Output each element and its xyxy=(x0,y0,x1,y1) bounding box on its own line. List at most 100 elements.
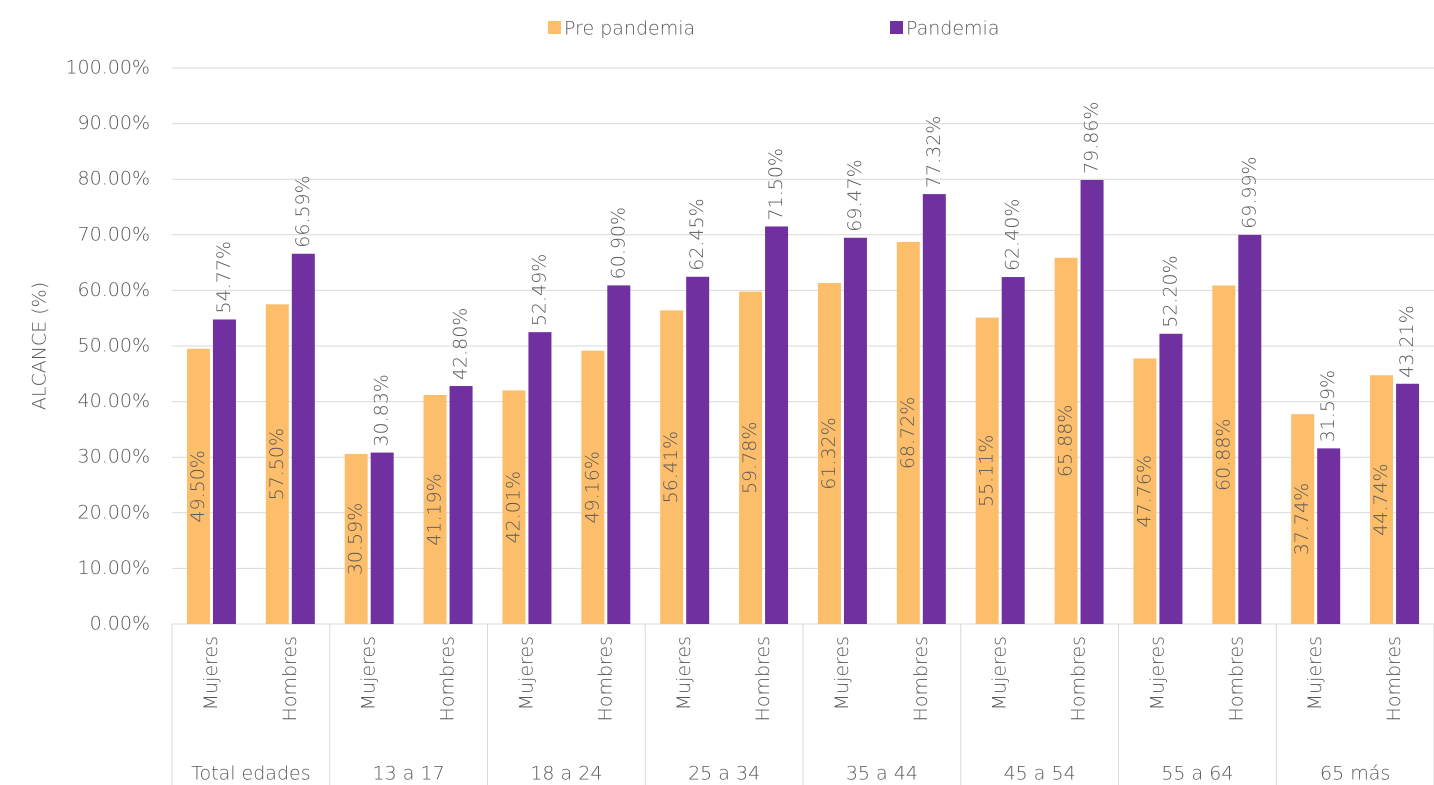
bar xyxy=(817,283,841,624)
bar xyxy=(449,386,473,624)
x-tick-label: Hombres xyxy=(752,636,774,721)
bar xyxy=(212,319,236,624)
bar xyxy=(370,452,394,624)
legend-label: Pandemia xyxy=(906,18,999,40)
y-tick-label: 60.00% xyxy=(78,279,150,301)
legend-label: Pre pandemia xyxy=(564,18,695,40)
bar xyxy=(1133,358,1157,624)
x-tick-label: Hombres xyxy=(1383,636,1405,721)
x-tick-label: Mujeres xyxy=(200,636,222,710)
bar xyxy=(975,317,999,624)
y-tick-label: 0.00% xyxy=(90,613,150,635)
data-label: 79.86% xyxy=(1081,102,1103,174)
bar xyxy=(423,394,447,624)
data-label: 61.32% xyxy=(818,417,840,489)
y-tick-label: 20.00% xyxy=(78,501,150,523)
data-label: 59.78% xyxy=(739,422,761,494)
bar xyxy=(739,291,763,624)
y-tick-label: 80.00% xyxy=(78,168,150,190)
data-label: 30.83% xyxy=(371,374,393,446)
x-tick-label: Mujeres xyxy=(358,636,380,710)
bar xyxy=(1396,383,1420,624)
legend-swatch xyxy=(890,21,903,34)
data-label: 66.59% xyxy=(292,175,314,247)
data-label: 62.45% xyxy=(686,198,708,270)
y-tick-label: 50.00% xyxy=(78,335,150,357)
bar xyxy=(686,276,710,624)
bar xyxy=(291,253,315,625)
group-label: 25 a 34 xyxy=(688,763,760,785)
x-tick-label: Hombres xyxy=(1068,636,1090,721)
x-tick-label: Mujeres xyxy=(1304,636,1326,710)
bar xyxy=(843,237,867,624)
data-label: 31.59% xyxy=(1317,370,1339,442)
x-tick-label: Mujeres xyxy=(989,636,1011,710)
x-tick-label: Mujeres xyxy=(1146,636,1168,710)
bar xyxy=(344,453,368,624)
bar xyxy=(1001,277,1025,624)
data-label: 44.74% xyxy=(1370,463,1392,535)
x-tick-label: Hombres xyxy=(279,636,301,721)
bar xyxy=(660,310,684,624)
bar xyxy=(1159,333,1183,624)
bar xyxy=(765,226,789,624)
data-label: 62.40% xyxy=(1002,199,1024,271)
data-label: 30.59% xyxy=(345,503,367,575)
data-label: 65.88% xyxy=(1055,405,1077,477)
data-label: 42.01% xyxy=(502,471,524,543)
bar xyxy=(922,194,946,624)
data-label: 49.16% xyxy=(581,451,603,523)
data-label: 71.50% xyxy=(765,148,787,220)
group-label: 35 a 44 xyxy=(846,763,918,785)
data-label: 55.11% xyxy=(976,435,998,507)
data-label: 52.49% xyxy=(528,254,550,326)
data-label: 69.47% xyxy=(844,159,866,231)
data-label: 43.21% xyxy=(1396,305,1418,377)
bar xyxy=(1370,375,1394,624)
x-tick-label: Mujeres xyxy=(515,636,537,710)
y-tick-label: 30.00% xyxy=(78,446,150,468)
legend-swatch xyxy=(548,21,561,34)
bar xyxy=(581,350,605,624)
data-label: 37.74% xyxy=(1291,483,1313,555)
group-label: Total edades xyxy=(191,763,310,785)
bar xyxy=(1080,179,1104,624)
y-tick-label: 40.00% xyxy=(78,390,150,412)
bar xyxy=(607,285,631,624)
x-tick-label: Mujeres xyxy=(831,636,853,710)
bar xyxy=(896,241,920,624)
data-label: 57.50% xyxy=(266,428,288,500)
y-axis-label: ALCANCE (%) xyxy=(29,282,51,410)
data-label: 60.90% xyxy=(607,207,629,279)
y-tick-label: 10.00% xyxy=(78,557,150,579)
data-label: 42.80% xyxy=(450,308,472,380)
group-label: 65 más xyxy=(1320,763,1390,785)
bar xyxy=(265,304,289,624)
bar xyxy=(1238,234,1262,625)
data-label: 54.77% xyxy=(213,241,235,313)
y-tick-label: 100.00% xyxy=(65,57,150,79)
bar xyxy=(528,332,552,624)
x-tick-label: Hombres xyxy=(910,636,932,721)
bar xyxy=(502,390,526,624)
x-tick-label: Hombres xyxy=(1225,636,1247,721)
bar xyxy=(186,348,210,624)
bar xyxy=(1054,257,1078,624)
bar xyxy=(1317,448,1341,624)
data-label: 56.41% xyxy=(660,431,682,503)
group-label: 18 a 24 xyxy=(530,763,602,785)
bar xyxy=(1212,285,1236,624)
data-label: 60.88% xyxy=(1212,419,1234,491)
x-tick-label: Mujeres xyxy=(673,636,695,710)
data-label: 47.76% xyxy=(1133,455,1155,527)
y-tick-label: 70.00% xyxy=(78,223,150,245)
data-label: 41.19% xyxy=(424,473,446,545)
y-tick-label: 90.00% xyxy=(78,112,150,134)
data-label: 69.99% xyxy=(1238,156,1260,228)
bar xyxy=(1291,414,1315,624)
x-tick-label: Hombres xyxy=(594,636,616,721)
data-label: 52.20% xyxy=(1159,255,1181,327)
x-tick-label: Hombres xyxy=(437,636,459,721)
data-label: 77.32% xyxy=(923,116,945,188)
